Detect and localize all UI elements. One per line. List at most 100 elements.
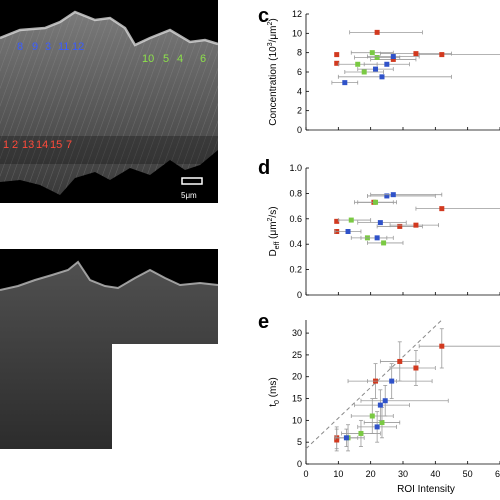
y-tick-label: 0 [297, 459, 302, 469]
data-point-blue [343, 435, 349, 441]
data-point-red [439, 343, 445, 349]
roi-label: 10 [142, 53, 154, 65]
data-point-red [334, 218, 340, 224]
x-tick-label: 60 [495, 469, 500, 479]
x-tick-label: 40 [430, 469, 440, 479]
top-micrograph-bright-edge [0, 10, 219, 47]
x-tick-label: 20 [366, 469, 376, 479]
roi-label: 14 [36, 139, 48, 151]
x-tick-label: 10 [333, 469, 343, 479]
chart-t0: 0 5 10 15 20 25 30 0 10 20 30 40 50 60 ROI Intensity t0… [268, 319, 500, 495]
data-point-green [348, 217, 354, 223]
data-point-red [390, 56, 396, 62]
data-point-blue [384, 61, 390, 67]
roi-label: 12 [72, 41, 84, 53]
data-point-blue [377, 402, 383, 408]
y-tick-label: 0.8 [289, 188, 302, 198]
x-tick-label: 30 [398, 469, 408, 479]
data-point-blue [373, 66, 379, 72]
data-point-red [334, 52, 340, 58]
y-tick-label: 30 [292, 328, 302, 338]
top-micrograph-darker-band [0, 136, 218, 164]
roi-label: 9 [32, 41, 38, 53]
data-point-red [334, 437, 340, 443]
data-point-green [373, 199, 379, 205]
y-tick-label: 0.6 [289, 214, 302, 224]
y-tick-label: 10 [292, 415, 302, 425]
bottom-micrograph-cell [0, 262, 218, 449]
data-point-green [379, 420, 385, 426]
data-point-blue [342, 80, 348, 86]
roi-label: 11 [58, 41, 69, 53]
y-tick-label: 5 [297, 437, 302, 447]
panel-letter-d: d [258, 157, 271, 179]
y-tick-label: 0 [297, 290, 302, 300]
roi-label: 4 [177, 53, 183, 65]
roi-label: 1 [3, 139, 9, 151]
y-tick-label: 1.0 [289, 163, 302, 173]
data-point-red [439, 52, 445, 58]
roi-label: 13 [22, 139, 34, 151]
roi-label: 8 [17, 41, 23, 53]
data-point-green [369, 413, 375, 419]
data-point-blue [379, 74, 385, 80]
data-point-red [374, 29, 380, 35]
y-tick-label: 0.2 [289, 265, 302, 275]
data-point-blue [377, 220, 383, 226]
data-point-green [361, 69, 367, 75]
y-tick-label: 25 [292, 350, 302, 360]
data-point-blue [345, 229, 351, 234]
roi-label: 6 [200, 53, 206, 65]
data-point-red [413, 365, 419, 371]
y-tick-label: 0 [297, 125, 302, 135]
chart-deff: 0 0.2 0.4 0.6 0.8 1.0 Deff (μm2/s) [267, 163, 500, 300]
roi-label: 2 [12, 139, 18, 151]
data-point-red [397, 223, 403, 229]
data-point-red [397, 358, 403, 364]
data-point-blue [390, 192, 396, 198]
scale-bar [181, 177, 203, 185]
y-tick-label: 4 [297, 86, 302, 96]
data-point-blue [382, 398, 388, 404]
roi-label: 3 [45, 41, 51, 53]
y-tick-label: 20 [292, 372, 302, 382]
data-point-red [413, 222, 419, 228]
chart-concentration: 0 2 4 6 8 10 12 Concentration (103/μm2) [267, 9, 500, 135]
data-point-blue [389, 378, 395, 384]
data-point-blue [384, 193, 390, 199]
data-point-green [355, 61, 361, 67]
data-point-green [369, 50, 375, 56]
fit-line [305, 319, 443, 450]
x-tick-label: 0 [303, 469, 308, 479]
roi-label: 15 [50, 139, 62, 151]
y-tick-label: 12 [292, 9, 302, 19]
data-point-green [374, 55, 380, 60]
panel-letter-c: c [258, 5, 270, 27]
roi-label: 7 [66, 139, 72, 151]
data-point-red [439, 206, 445, 212]
data-point-blue [374, 235, 380, 241]
data-point-red [334, 60, 340, 66]
y-axis-label: Concentration (103/μm2) [267, 18, 279, 126]
y-tick-label: 15 [292, 394, 302, 404]
data-point-green [381, 240, 387, 246]
panel-letter-e: e [258, 311, 270, 333]
data-point-green [358, 430, 364, 436]
x-tick-label: 50 [463, 469, 473, 479]
roi-label: 5 [163, 53, 169, 65]
y-axis-label: t0 (ms) [268, 377, 281, 406]
y-tick-label: 10 [292, 28, 302, 38]
roi-labels-red: 1 2 13 14 15 7 [3, 139, 72, 151]
y-tick-label: 8 [297, 48, 302, 58]
data-point-red [413, 51, 419, 57]
data-point-blue [374, 424, 380, 430]
data-point-blue [390, 54, 396, 60]
roi-labels-blue: 8 9 3 11 12 [17, 41, 84, 53]
bottom-micrograph-edge [0, 260, 219, 291]
top-micrograph-texture [0, 12, 218, 195]
y-axis-label: Deff (μm2/s) [267, 206, 281, 256]
y-tick-label: 6 [297, 67, 302, 77]
y-tick-label: 0.4 [289, 239, 302, 249]
x-axis-label: ROI Intensity [397, 484, 455, 495]
y-tick-label: 2 [297, 106, 302, 116]
